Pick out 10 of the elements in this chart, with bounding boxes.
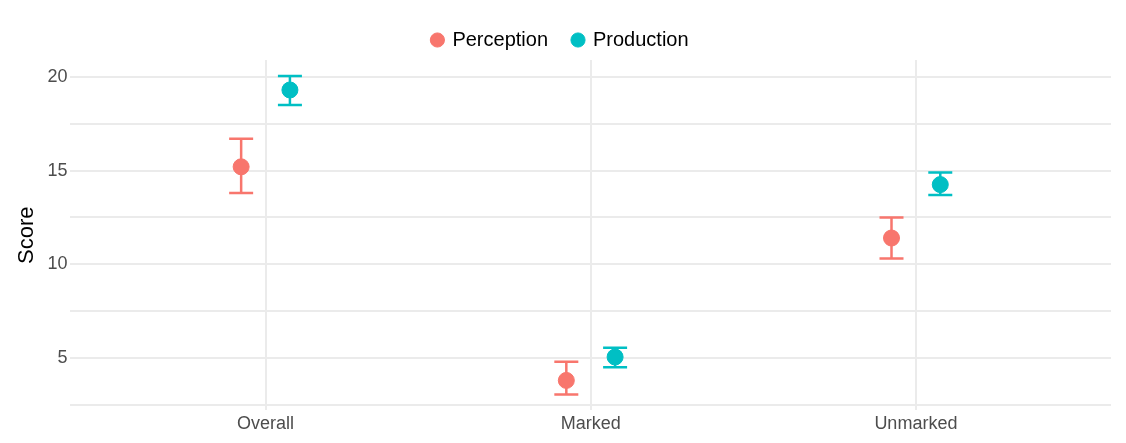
x-tick-label: Overall bbox=[237, 413, 295, 434]
x-tick-label: Unmarked bbox=[874, 413, 958, 434]
legend-label: Production bbox=[593, 27, 689, 50]
x-tick-label: Marked bbox=[560, 413, 621, 434]
y-tick-label: 10 bbox=[47, 253, 68, 274]
legend-label: Perception bbox=[452, 27, 549, 50]
y-tick-label: 5 bbox=[57, 346, 68, 367]
y-axis-title: Score bbox=[13, 206, 39, 264]
y-tick-label: 20 bbox=[47, 65, 68, 86]
y-tick-label: 15 bbox=[47, 159, 68, 180]
